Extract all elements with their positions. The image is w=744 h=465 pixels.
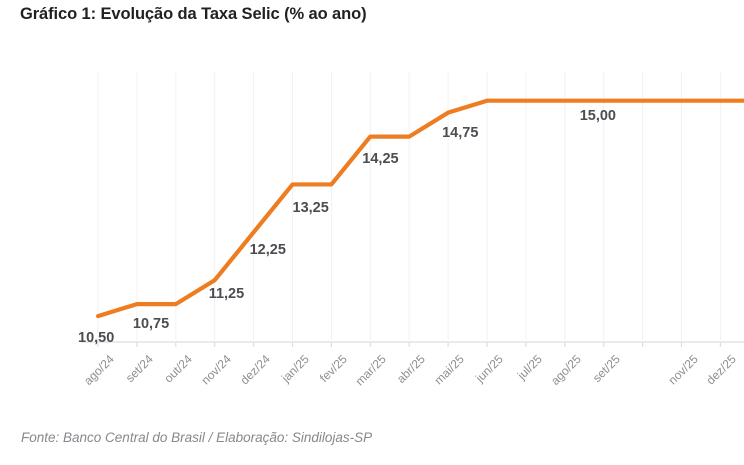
chart-title: Gráfico 1: Evolução da Taxa Selic (% ao … <box>20 5 367 23</box>
x-axis-ticks-group <box>97 342 722 347</box>
series-line-taxa-selic <box>95 98 744 319</box>
series-line-group <box>95 98 744 319</box>
chart-source-note: Fonte: Banco Central do Brasil / Elabora… <box>21 430 373 445</box>
gridlines-group <box>97 72 721 340</box>
